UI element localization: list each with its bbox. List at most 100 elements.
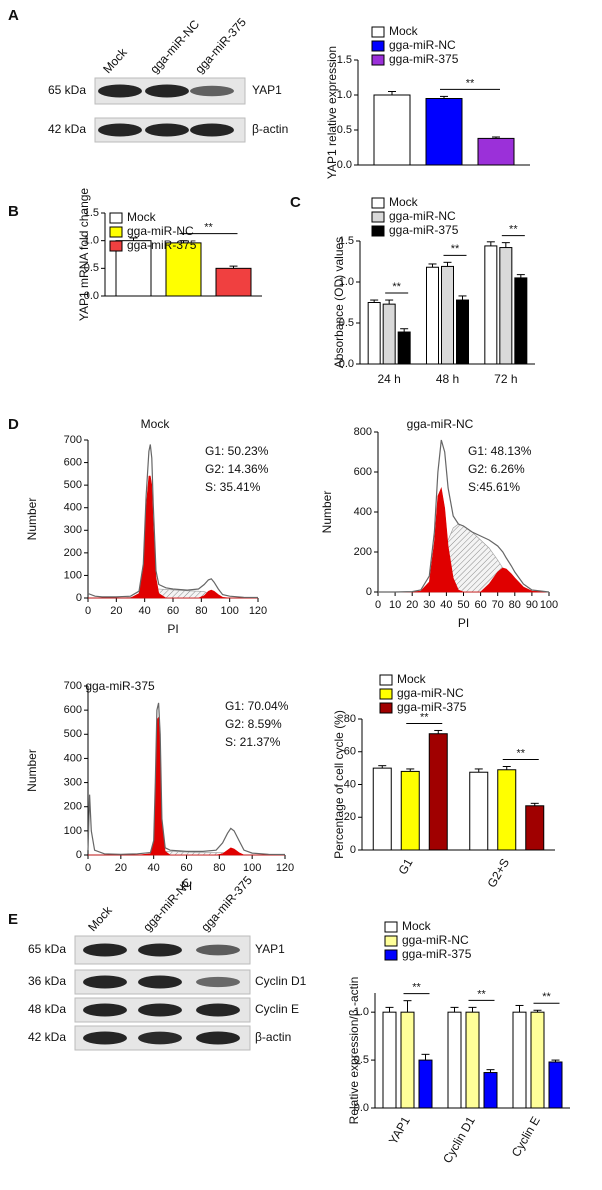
legend-label: gga-miR-NC — [389, 38, 456, 52]
blot-band — [98, 84, 142, 98]
x-tick-label: 72 h — [494, 372, 517, 386]
y-axis-label: Relative expression/β -actin — [347, 977, 361, 1125]
bar — [512, 1011, 527, 1109]
x-tick-label: 70 — [492, 599, 504, 611]
bar — [469, 771, 489, 851]
bar — [514, 277, 528, 365]
y-tick-label: 0 — [350, 844, 356, 856]
size-label: 48 kDa — [28, 1002, 66, 1016]
y-tick-label: 200 — [64, 547, 82, 559]
histogram-area — [378, 567, 550, 593]
blot-band — [138, 975, 182, 989]
bar — [548, 1061, 563, 1109]
y-tick-label: 500 — [64, 728, 82, 740]
size-label: 65 kDa — [48, 83, 86, 97]
x-tick-label: 40 — [139, 605, 151, 617]
legend-swatch — [371, 225, 385, 237]
lane-label: gga-miR-375 — [192, 15, 249, 76]
y-tick-label: 0.5 — [84, 262, 99, 274]
y-tick-label: 0.5 — [339, 317, 354, 329]
x-tick-label: 20 — [115, 862, 127, 874]
annotation: G1: 48.13% — [468, 444, 532, 458]
legend-label: Mock — [397, 672, 427, 686]
y-tick-label: 0.0 — [337, 159, 352, 171]
chart-title: Mock — [141, 417, 171, 431]
y-tick-label: 0.5 — [337, 124, 352, 136]
y-axis-label: Absorbance (OD) values — [332, 237, 346, 368]
significance-label: ** — [451, 243, 460, 255]
y-axis-label: Number — [25, 498, 39, 541]
blot-band — [98, 123, 142, 137]
x-tick-label: 50 — [457, 599, 469, 611]
x-tick-label: 30 — [423, 599, 435, 611]
histogram-line — [87, 444, 259, 599]
legend-swatch — [379, 674, 393, 686]
blot-band — [196, 1003, 240, 1017]
legend-swatch — [371, 26, 385, 38]
x-tick-label: 100 — [220, 605, 238, 617]
protein-label: YAP1 — [252, 83, 282, 97]
lane-label: Mock — [85, 903, 115, 934]
legend-label: gga-miR-375 — [389, 52, 459, 66]
legend-label: Mock — [389, 24, 419, 38]
legend-swatch — [371, 40, 385, 52]
bar — [382, 1011, 397, 1109]
x-tick-label: 60 — [474, 599, 486, 611]
size-label: 65 kDa — [28, 942, 66, 956]
panel-label: D — [8, 416, 19, 433]
y-tick-label: 0.0 — [84, 290, 99, 302]
bar — [372, 767, 392, 851]
blot-band — [145, 84, 189, 98]
y-tick-label: 1.5 — [84, 207, 99, 219]
bar — [465, 1011, 480, 1109]
legend-label: gga-miR-NC — [397, 686, 464, 700]
bar — [477, 137, 515, 166]
protein-label: YAP1 — [255, 942, 285, 956]
legend-swatch — [371, 197, 385, 209]
annotation: G2: 8.59% — [225, 717, 282, 731]
y-tick-label: 0.0 — [339, 358, 354, 370]
blot-band — [190, 123, 234, 137]
chart-title: gga-miR-NC — [407, 417, 474, 431]
significance-label: ** — [509, 224, 518, 236]
protein-label: Cyclin E — [255, 1002, 299, 1016]
x-tick-label: 60 — [167, 605, 179, 617]
blot-band — [190, 85, 234, 97]
y-tick-label: 0 — [76, 849, 82, 861]
x-tick-label: 48 h — [436, 372, 459, 386]
y-tick-label: 0.5 — [354, 1054, 369, 1066]
blot-band — [138, 1031, 182, 1045]
x-tick-label: 60 — [180, 862, 192, 874]
legend-swatch — [109, 240, 123, 252]
y-axis-label: Number — [320, 491, 334, 534]
x-tick-label: Cyclin E — [509, 1114, 543, 1159]
x-tick-label: 10 — [389, 599, 401, 611]
y-tick-label: 1.0 — [337, 89, 352, 101]
bar — [367, 302, 381, 365]
y-tick-label: 300 — [64, 776, 82, 788]
x-axis-label: PI — [458, 616, 469, 630]
histogram-area — [88, 475, 258, 599]
x-tick-label: 20 — [110, 605, 122, 617]
bar — [530, 1011, 545, 1109]
y-tick-label: 20 — [344, 811, 356, 823]
panel-label: C — [290, 194, 301, 211]
bar — [426, 266, 439, 365]
legend-label: gga-miR-NC — [389, 209, 456, 223]
significance-label: ** — [412, 982, 421, 994]
legend-label: gga-miR-375 — [389, 223, 459, 237]
protein-label: Cyclin D1 — [255, 974, 307, 988]
annotation: G2: 6.26% — [468, 462, 525, 476]
legend-swatch — [371, 211, 385, 223]
bar — [483, 1072, 498, 1109]
y-tick-label: 600 — [354, 466, 372, 478]
y-axis-label: Number — [25, 749, 39, 792]
histogram-area — [88, 847, 285, 856]
significance-label: ** — [420, 711, 429, 723]
x-tick-label: 20 — [406, 599, 418, 611]
y-tick-label: 200 — [354, 546, 372, 558]
y-tick-label: 40 — [344, 778, 356, 790]
significance-label: ** — [516, 747, 525, 759]
blot-band — [145, 123, 189, 137]
